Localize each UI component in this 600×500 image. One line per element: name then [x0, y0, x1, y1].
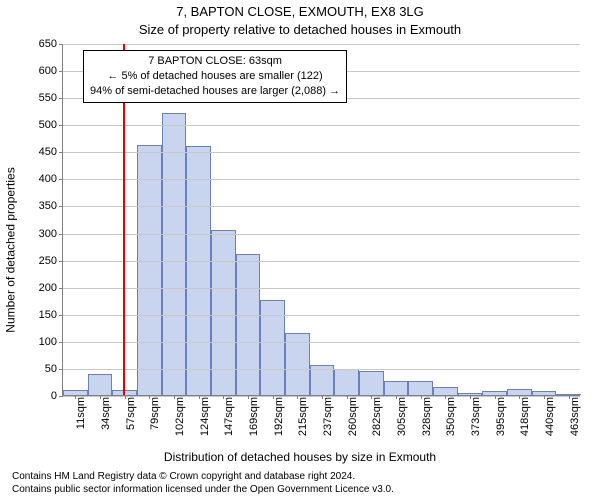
histogram-bar — [211, 230, 236, 395]
histogram-bar — [162, 113, 187, 395]
histogram-bar — [408, 381, 433, 395]
credits-line-1: Contains HM Land Registry data © Crown c… — [12, 471, 394, 484]
ytick-label: 650 — [39, 38, 63, 50]
ytick-label: 300 — [39, 228, 63, 240]
plot-area: 050100150200250300350400450500550600650 … — [62, 44, 580, 396]
xtick-label: 192sqm — [273, 397, 285, 457]
gridline — [63, 152, 580, 153]
gridline — [63, 288, 580, 289]
xtick-label: 34sqm — [100, 397, 112, 457]
info-line-2: ← 5% of detached houses are smaller (122… — [90, 69, 340, 84]
xtick-label: 102sqm — [174, 397, 186, 457]
xtick-label: 237sqm — [322, 397, 334, 457]
chart-title-address: 7, BAPTON CLOSE, EXMOUTH, EX8 3LG — [0, 4, 600, 19]
gridline — [63, 179, 580, 180]
xtick-label: 463sqm — [569, 397, 581, 457]
y-axis-label: Number of detached properties — [2, 0, 20, 500]
histogram-bar — [433, 387, 458, 395]
xtick-label: 260sqm — [347, 397, 359, 457]
ytick-label: 100 — [39, 336, 63, 348]
credits-line-2: Contains public sector information licen… — [12, 484, 394, 497]
ytick-label: 450 — [39, 146, 63, 158]
gridline — [63, 342, 580, 343]
histogram-bar — [186, 146, 211, 395]
y-axis-label-text: Number of detached properties — [4, 167, 18, 332]
histogram-bar — [384, 381, 409, 395]
gridline — [63, 125, 580, 126]
ytick-label: 200 — [39, 282, 63, 294]
credits: Contains HM Land Registry data © Crown c… — [12, 471, 394, 496]
xtick-label: 282sqm — [371, 397, 383, 457]
ytick-label: 600 — [39, 65, 63, 77]
xtick-label: 147sqm — [223, 397, 235, 457]
histogram-bar — [137, 145, 162, 395]
gridline — [63, 369, 580, 370]
xtick-label: 418sqm — [519, 397, 531, 457]
xtick-label: 305sqm — [396, 397, 408, 457]
xtick-label: 57sqm — [125, 397, 137, 457]
ytick-label: 150 — [39, 309, 63, 321]
gridline — [63, 206, 580, 207]
gridline — [63, 44, 580, 45]
ytick-label: 350 — [39, 200, 63, 212]
info-box: 7 BAPTON CLOSE: 63sqm ← 5% of detached h… — [83, 50, 347, 103]
chart-container: 7, BAPTON CLOSE, EXMOUTH, EX8 3LG Size o… — [0, 0, 600, 500]
chart-subtitle: Size of property relative to detached ho… — [0, 22, 600, 37]
xtick-label: 350sqm — [445, 397, 457, 457]
info-line-1: 7 BAPTON CLOSE: 63sqm — [90, 54, 340, 69]
xtick-label: 124sqm — [199, 397, 211, 457]
ytick-label: 0 — [51, 390, 63, 402]
histogram-bar — [359, 371, 384, 395]
gridline — [63, 261, 580, 262]
xtick-label: 373sqm — [470, 397, 482, 457]
xtick-label: 215sqm — [297, 397, 309, 457]
histogram-bar — [236, 254, 261, 395]
info-line-3: 94% of semi-detached houses are larger (… — [90, 84, 340, 99]
ytick-label: 50 — [45, 363, 63, 375]
ytick-label: 250 — [39, 255, 63, 267]
x-axis-label: Distribution of detached houses by size … — [0, 450, 600, 464]
gridline — [63, 315, 580, 316]
plot-inner: 050100150200250300350400450500550600650 … — [62, 44, 580, 396]
ytick-label: 400 — [39, 173, 63, 185]
ytick-label: 550 — [39, 92, 63, 104]
gridline — [63, 234, 580, 235]
ytick-label: 500 — [39, 119, 63, 131]
xtick-label: 169sqm — [248, 397, 260, 457]
xtick-label: 440sqm — [544, 397, 556, 457]
xtick-label: 11sqm — [75, 397, 87, 457]
histogram-bar — [88, 374, 113, 395]
xtick-label: 395sqm — [495, 397, 507, 457]
xtick-label: 79sqm — [149, 397, 161, 457]
xtick-label: 328sqm — [421, 397, 433, 457]
histogram-bar — [334, 369, 359, 395]
